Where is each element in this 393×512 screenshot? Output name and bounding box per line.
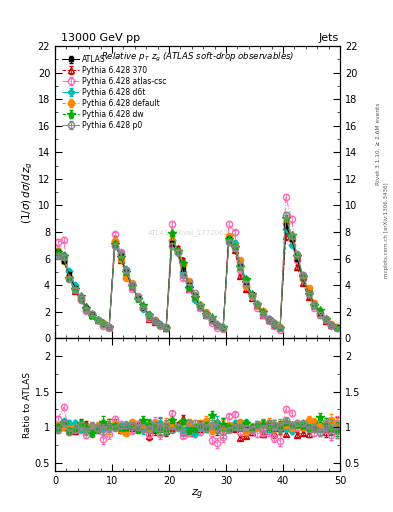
X-axis label: $z_g$: $z_g$ [191, 487, 204, 502]
Text: Rivet 3.1.10, ≥ 2.6M events: Rivet 3.1.10, ≥ 2.6M events [376, 102, 380, 184]
Text: 13000 GeV pp: 13000 GeV pp [61, 33, 140, 44]
Text: Jets: Jets [318, 33, 339, 44]
Text: mcplots.cern.ch [arXiv:1306.3436]: mcplots.cern.ch [arXiv:1306.3436] [384, 183, 389, 278]
Text: ATLAS_MCval_1772062: ATLAS_MCval_1772062 [149, 230, 230, 237]
Y-axis label: Ratio to ATLAS: Ratio to ATLAS [23, 372, 32, 438]
Y-axis label: $(1/\sigma)\,d\sigma/d\,z_{g}$: $(1/\sigma)\,d\sigma/d\,z_{g}$ [20, 161, 35, 224]
Text: Relative $p_T$ $z_g$ (ATLAS soft-drop observables): Relative $p_T$ $z_g$ (ATLAS soft-drop ob… [101, 51, 294, 63]
Legend: ATLAS, Pythia 6.428 370, Pythia 6.428 atlas-csc, Pythia 6.428 d6t, Pythia 6.428 : ATLAS, Pythia 6.428 370, Pythia 6.428 at… [62, 54, 167, 130]
